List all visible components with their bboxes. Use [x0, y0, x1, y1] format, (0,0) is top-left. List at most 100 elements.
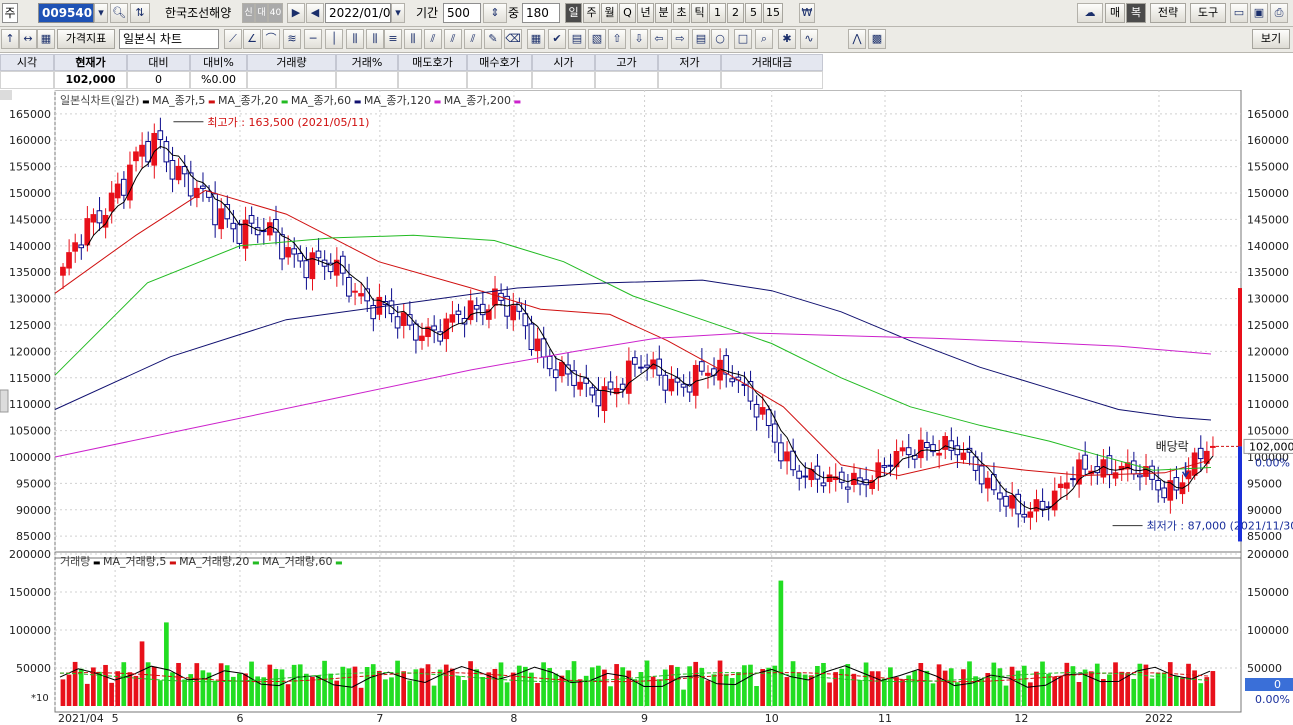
- period-button-4[interactable]: 년: [637, 3, 654, 23]
- fibonacci-icon[interactable]: ≡: [384, 29, 402, 49]
- print-icon[interactable]: ⎙: [1270, 3, 1288, 23]
- cloud-icon[interactable]: ☁: [1077, 3, 1103, 23]
- text-box-icon[interactable]: ▤: [568, 29, 586, 49]
- left-arrow-icon[interactable]: ⇦: [650, 29, 668, 49]
- price-indicator-button[interactable]: 가격지표: [57, 29, 115, 49]
- marker-icon[interactable]: ✔: [548, 29, 566, 49]
- volume-bar: [334, 680, 340, 706]
- volume-bar: [243, 673, 248, 706]
- period-button-1[interactable]: 주: [583, 3, 600, 23]
- up-arrow-icon[interactable]: ⇧: [608, 29, 626, 49]
- volume-legend-item[interactable]: MA_거래량,20: [179, 555, 250, 568]
- fan-icon[interactable]: ≋: [283, 29, 301, 49]
- volume-bar: [486, 672, 492, 706]
- price-legend-item[interactable]: MA_종가,120: [363, 94, 432, 107]
- view-button[interactable]: 보기: [1252, 29, 1290, 49]
- price-legend-item[interactable]: MA_종가,5: [152, 94, 206, 107]
- price-legend-item[interactable]: 일본식차트(일간): [60, 94, 140, 107]
- strategy-button[interactable]: 전략: [1150, 3, 1186, 23]
- volume-bar: [644, 660, 650, 706]
- circle-icon[interactable]: ○: [711, 29, 729, 49]
- candle-body: [583, 377, 590, 384]
- channel-icon[interactable]: ⫽: [464, 29, 482, 49]
- period-button-0[interactable]: 일: [565, 3, 582, 23]
- candle-body: [607, 381, 614, 390]
- middle-input[interactable]: 180: [522, 3, 560, 23]
- volume-legend-item[interactable]: MA_거래량,5: [103, 555, 167, 568]
- settings-icon[interactable]: ₩: [799, 3, 815, 23]
- calculator-icon[interactable]: ▩: [868, 29, 886, 49]
- angle-line-icon[interactable]: ∠: [243, 29, 261, 49]
- eraser-icon[interactable]: ⌫: [504, 29, 522, 49]
- color-fill-icon[interactable]: ▦: [527, 29, 545, 49]
- wave-icon[interactable]: ∿: [800, 29, 818, 49]
- volume-bar: [1180, 677, 1185, 706]
- volume-bar: [510, 672, 516, 706]
- compare-icon[interactable]: ⋀: [848, 29, 866, 49]
- period-lines-icon[interactable]: ⫼: [366, 29, 384, 49]
- price-legend-item[interactable]: MA_종가,20: [218, 94, 279, 107]
- curve-icon[interactable]: ⌒: [262, 29, 280, 49]
- vertical-line-icon[interactable]: │: [325, 29, 343, 49]
- chart-type-select[interactable]: 일본식 차트: [119, 29, 219, 49]
- right-arrow-icon[interactable]: ⇨: [671, 29, 689, 49]
- period-button-3[interactable]: Q: [619, 3, 636, 23]
- folder-icon[interactable]: ▭: [1230, 3, 1248, 23]
- period-spin-icon[interactable]: ⇕: [483, 3, 507, 23]
- cycle-lines-icon[interactable]: ⫼: [346, 29, 364, 49]
- next-arrow-icon[interactable]: ▶: [287, 3, 305, 23]
- candle-body: [285, 247, 291, 258]
- tools-button[interactable]: 도구: [1190, 3, 1226, 23]
- volume-bar: [784, 677, 790, 706]
- object-box-icon[interactable]: ▧: [588, 29, 606, 49]
- date-input[interactable]: 2022/01/07: [325, 3, 391, 23]
- stock-code-input[interactable]: 009540: [38, 3, 94, 23]
- period-button-8[interactable]: 1: [709, 3, 726, 23]
- up-arrow-icon[interactable]: ↑: [1, 29, 19, 49]
- volume-bar: [924, 670, 930, 706]
- zoom-icon[interactable]: ⌕: [755, 29, 773, 49]
- trendline-icon[interactable]: ⟋: [224, 29, 242, 49]
- magic-icon[interactable]: ✱: [778, 29, 796, 49]
- volume-bar: [821, 662, 826, 706]
- candle-body: [753, 403, 760, 418]
- candle-body: [479, 303, 486, 316]
- period-button-9[interactable]: 2: [727, 3, 744, 23]
- price-legend-item[interactable]: MA_종가,200: [443, 94, 511, 107]
- period-button-6[interactable]: 초: [673, 3, 690, 23]
- candle-body: [352, 290, 358, 293]
- volume-legend-item[interactable]: MA_거래량,60: [262, 555, 333, 568]
- period-button-11[interactable]: 15: [763, 3, 783, 23]
- date-dropdown-icon[interactable]: ▾: [391, 3, 405, 23]
- code-dropdown-icon[interactable]: ▾: [94, 3, 108, 23]
- horizontal-line-icon[interactable]: ─: [304, 29, 322, 49]
- fib-lines-icon[interactable]: ⫼: [404, 29, 422, 49]
- pencil-icon[interactable]: ✎: [484, 29, 502, 49]
- buy-button[interactable]: 매: [1105, 3, 1125, 23]
- period-button-7[interactable]: 틱: [691, 3, 708, 23]
- period-button-10[interactable]: 5: [745, 3, 762, 23]
- search-icon[interactable]: 🔍︎: [110, 3, 128, 23]
- price-legend-item[interactable]: MA_종가,60: [290, 94, 352, 107]
- candle-body: [102, 214, 109, 228]
- down-arrow-icon[interactable]: ⇩: [630, 29, 648, 49]
- compare-button[interactable]: 복: [1126, 3, 1146, 23]
- market-select[interactable]: 주: [2, 3, 18, 23]
- prev-arrow-icon[interactable]: ◀: [306, 3, 324, 23]
- save-icon[interactable]: ▣: [1250, 3, 1268, 23]
- volume-legend-item[interactable]: 거래량: [60, 555, 91, 568]
- memo-icon[interactable]: ▤: [692, 29, 710, 49]
- sort-icon[interactable]: ⇅: [130, 3, 150, 23]
- volume-pct-label: 0.00%: [1255, 693, 1290, 706]
- period-button-2[interactable]: 월: [601, 3, 618, 23]
- speed-lines-icon[interactable]: ⫽: [424, 29, 442, 49]
- horizontal-arrows-icon[interactable]: ↔: [19, 29, 37, 49]
- candle-body: [66, 252, 72, 269]
- rectangle-icon[interactable]: □: [734, 29, 752, 49]
- candle-body: [169, 160, 176, 180]
- settings-grid-icon[interactable]: ▦: [37, 29, 55, 49]
- period-button-5[interactable]: 분: [655, 3, 672, 23]
- parallel-lines-icon[interactable]: ⫽: [444, 29, 462, 49]
- period-input[interactable]: 500: [443, 3, 481, 23]
